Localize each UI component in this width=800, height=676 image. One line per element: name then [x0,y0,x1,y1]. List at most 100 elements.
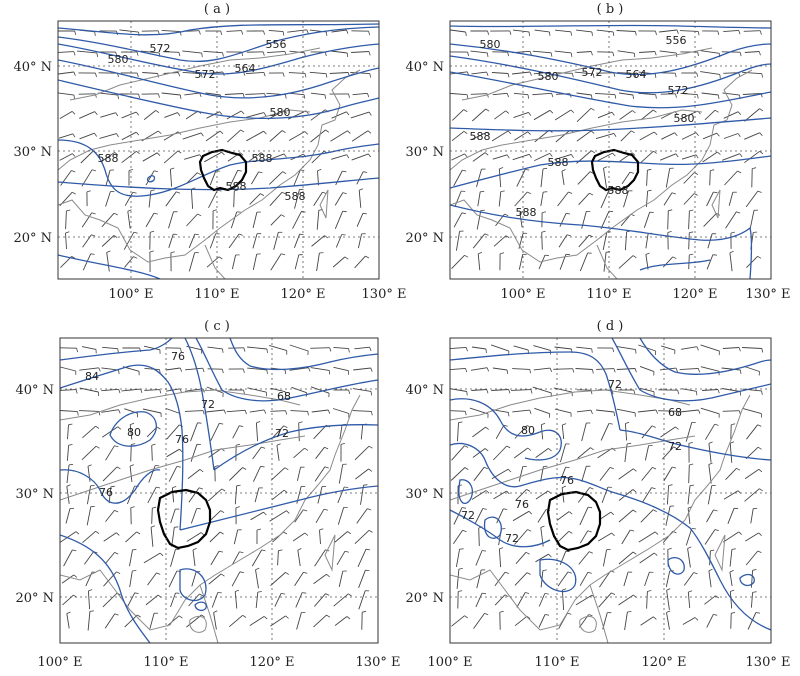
wind-barb-flag [509,30,512,35]
wind-barb-flag [759,108,764,112]
wind-barb-flag [717,30,720,36]
wind-barb [595,409,615,413]
wind-barb [143,110,157,120]
graticule [60,338,378,643]
wind-barb-flag [236,443,241,446]
wind-barb-flag [200,73,203,78]
wind-barb [182,50,202,54]
wind-barb-flag [529,51,532,56]
wind-barb [142,152,158,162]
wind-barb [705,424,715,440]
wind-barb [58,133,74,139]
wind-barb [600,423,610,441]
contour-label: 580 [270,106,291,119]
wind-barb-flag [140,388,143,393]
wind-barb [478,527,480,547]
wind-barb [66,486,70,504]
wind-barb [455,549,461,567]
wind-barb-flag [156,152,161,156]
wind-barb-flag [753,231,758,233]
wind-barb [602,232,608,250]
wind-barb-flag [178,52,181,57]
lat-tick-label: 20° N [15,591,54,606]
wind-barb-flag [540,525,545,528]
wind-barb-flag [303,571,308,574]
wind-barb-flag [238,233,243,236]
wind-barb [184,410,204,412]
wind-barb [557,571,569,587]
wind-barb [103,571,117,587]
wind-barb-flag [304,447,309,451]
wind-barb-flag [263,112,267,117]
map-frame [59,337,379,644]
wind-barb [498,191,502,207]
wind-barb-flag [562,423,567,426]
wind-barb [662,256,674,268]
wind-barb-flag [591,31,593,36]
contour-label: 588 [548,156,569,169]
lat-tick-label: 30° N [405,487,444,502]
wind-barb-flag [365,548,370,551]
wind-barb [701,92,719,96]
wind-barb-flag [197,213,202,217]
wind-barb-flag [281,593,286,595]
wind-barb-flag [562,588,567,591]
wind-barb [336,550,346,566]
wind-barb [188,487,200,503]
wind-barb [621,529,631,545]
wind-barb-flag [159,389,162,394]
wind-barb-flag [73,71,76,76]
wind-barb [637,409,657,413]
wind-barb [681,388,697,392]
wind-barb [666,485,670,505]
wind-barb-flag [672,256,677,260]
wind-barb-flag [708,441,713,444]
wind-barb [297,550,301,566]
wind-barb [681,154,697,160]
wind-barb [351,130,369,142]
wind-barb [616,408,636,414]
wind-barb-flag [325,129,330,133]
wind-barb [688,464,690,484]
wind-barb [296,612,302,630]
wind-barb [471,346,487,350]
wind-barb-flag [326,573,330,578]
wind-barb [121,150,137,164]
wind-barb-flag [220,30,223,35]
wind-barb-flag [508,389,511,394]
wind-barb [313,424,327,440]
wind-barb [186,532,202,542]
wind-barb [314,593,326,607]
wind-barb [688,232,690,250]
wind-barb [360,424,364,440]
wind-barb-flag [672,466,677,469]
wind-barb [171,527,175,547]
wind-barb [721,388,741,392]
wind-barb [746,424,758,440]
wind-barb [293,234,301,248]
wind-barb-flag [651,425,656,428]
wind-barb [722,153,740,161]
wind-barb-flag [484,613,489,616]
wind-barb [471,490,487,500]
wind-barb-flag [240,129,245,133]
wind-barb-flag [485,108,490,112]
wind-barb [603,252,607,272]
wind-barb [575,368,593,370]
wind-barb-flag [347,130,351,134]
wind-barb [685,422,693,442]
wind-barb-flag [541,211,547,214]
wind-barb-flag [675,153,679,158]
wind-barb [679,409,699,413]
wind-barb-flag [179,94,182,99]
wind-barb [511,71,531,75]
wind-barb-flag [757,550,762,553]
wind-barb-flag [157,73,159,78]
wind-barb [274,593,282,607]
wind-barb [86,485,92,505]
wind-barb-flag [325,593,330,596]
wind-barb [232,425,240,439]
wind-barb [746,255,758,269]
wind-barb-flag [504,213,509,216]
wind-barb-flag [667,547,672,550]
